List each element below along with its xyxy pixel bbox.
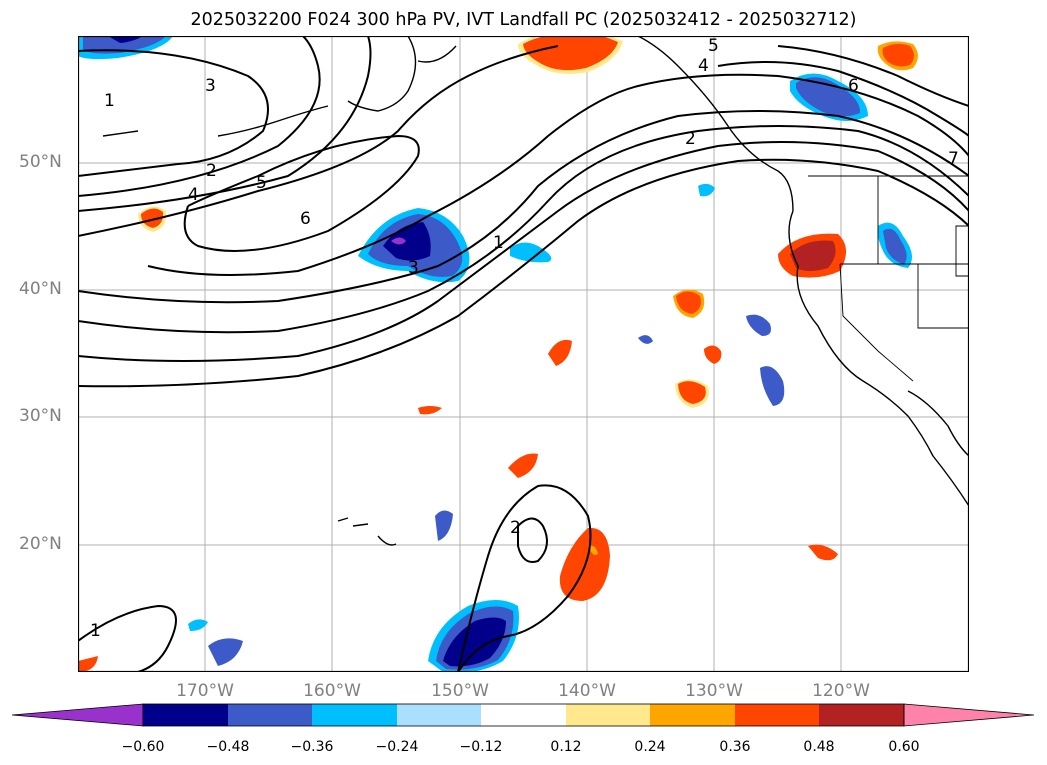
colorbar-tick-label: −0.12 <box>459 739 503 755</box>
negative-anomaly-northeast <box>790 73 868 121</box>
contour-label: 2 <box>206 161 217 181</box>
negative-anomaly-mid-1 <box>746 314 771 336</box>
positive-anomaly-mid-6 <box>508 453 538 478</box>
positive-anomaly-top-center <box>518 36 623 74</box>
positive-anomaly-mid-5 <box>418 406 442 415</box>
contour-label: 6 <box>848 76 859 96</box>
contour-label: 6 <box>300 209 311 229</box>
negative-anomaly-small-1 <box>510 242 552 263</box>
colorbar-tick-label: 0.60 <box>888 739 920 755</box>
positive-anomaly-california <box>778 233 847 278</box>
colorbar-tick-label: 0.36 <box>719 739 751 755</box>
lat-label: 40°N <box>19 279 62 299</box>
lat-label: 20°N <box>19 534 62 554</box>
colorbar-bin <box>312 704 397 726</box>
lon-label: 140°W <box>558 681 616 701</box>
positive-anomaly-mid-2 <box>704 345 722 364</box>
negative-anomaly-nevada <box>877 222 912 268</box>
negative-anomaly-bottom-3 <box>188 619 208 631</box>
colorbar-tick-label: −0.48 <box>206 739 250 755</box>
contour-label: 3 <box>205 76 216 96</box>
colorbar-bin <box>228 704 312 726</box>
negative-anomaly-mid-3 <box>638 335 653 344</box>
positive-anomaly-southeast <box>808 544 838 561</box>
contour-label: 2 <box>510 518 521 538</box>
colorbar-extend-min <box>12 703 144 727</box>
negative-anomaly-bottom <box>428 600 519 672</box>
lon-label: 150°W <box>431 681 489 701</box>
colorbar-bin <box>566 704 650 726</box>
map-border <box>78 36 969 672</box>
map-panel[interactable]: 1 2 3 4 5 6 7 1 2 3 4 5 6 1 2 <box>78 36 969 672</box>
lon-label: 160°W <box>303 681 361 701</box>
colorbar-bin <box>397 704 481 726</box>
positive-anomaly-mid-1 <box>673 289 705 318</box>
colorbar-bin <box>650 704 735 726</box>
colorbar-tick-label: 0.48 <box>803 739 835 755</box>
contour-label: 2 <box>685 129 696 149</box>
negative-anomaly-bottom-2 <box>208 638 243 666</box>
colorbar-bin <box>735 704 819 726</box>
coastlines <box>102 36 969 546</box>
colorbar-tick-label: −0.60 <box>121 739 165 755</box>
negative-anomaly-top-left <box>78 36 173 60</box>
contour-label: 4 <box>698 56 709 76</box>
positive-anomaly-top-right <box>877 41 918 71</box>
lat-label: 50°N <box>19 152 62 172</box>
lon-label: 120°W <box>812 681 870 701</box>
colorbar-tick-label: −0.36 <box>290 739 334 755</box>
contour-label: 3 <box>408 258 419 278</box>
contour-label: 1 <box>104 91 115 111</box>
negative-anomaly-small-2 <box>698 183 715 197</box>
contour-label: 7 <box>948 149 959 169</box>
contour-label: 1 <box>493 233 504 253</box>
positive-anomaly-mid-4 <box>548 339 572 366</box>
colorbar-tick-label: −0.24 <box>375 739 419 755</box>
colorbar <box>12 703 1035 727</box>
graticule <box>78 36 969 672</box>
colorbar-tick-label: 0.24 <box>634 739 666 755</box>
lat-label: 30°N <box>19 406 62 426</box>
contour-label: 5 <box>256 173 267 193</box>
lon-label: 170°W <box>176 681 234 701</box>
pv-contours <box>78 36 969 672</box>
colorbar-bin <box>481 704 566 726</box>
positive-anomaly-mid-3 <box>675 379 709 408</box>
map-title: 2025032200 F024 300 hPa PV, IVT Landfall… <box>190 10 857 30</box>
contour-label: 1 <box>90 621 101 641</box>
negative-anomaly-mid-2 <box>760 366 785 406</box>
lon-label: 130°W <box>685 681 743 701</box>
colorbar-outline <box>142 703 905 727</box>
contour-label: 4 <box>188 185 199 205</box>
colorbar-extend-max <box>903 703 1035 727</box>
map-background <box>78 36 969 672</box>
contour-label: 5 <box>708 36 719 56</box>
contour-labels: 1 2 3 4 5 6 7 1 2 3 4 5 6 1 2 <box>90 36 959 641</box>
colorbar-tick-label: 0.12 <box>550 739 582 755</box>
colorbar-bin <box>819 704 904 726</box>
negative-anomaly-mid-4 <box>435 510 453 541</box>
positive-anomaly-corner <box>78 656 98 672</box>
colorbar-bin <box>143 704 228 726</box>
